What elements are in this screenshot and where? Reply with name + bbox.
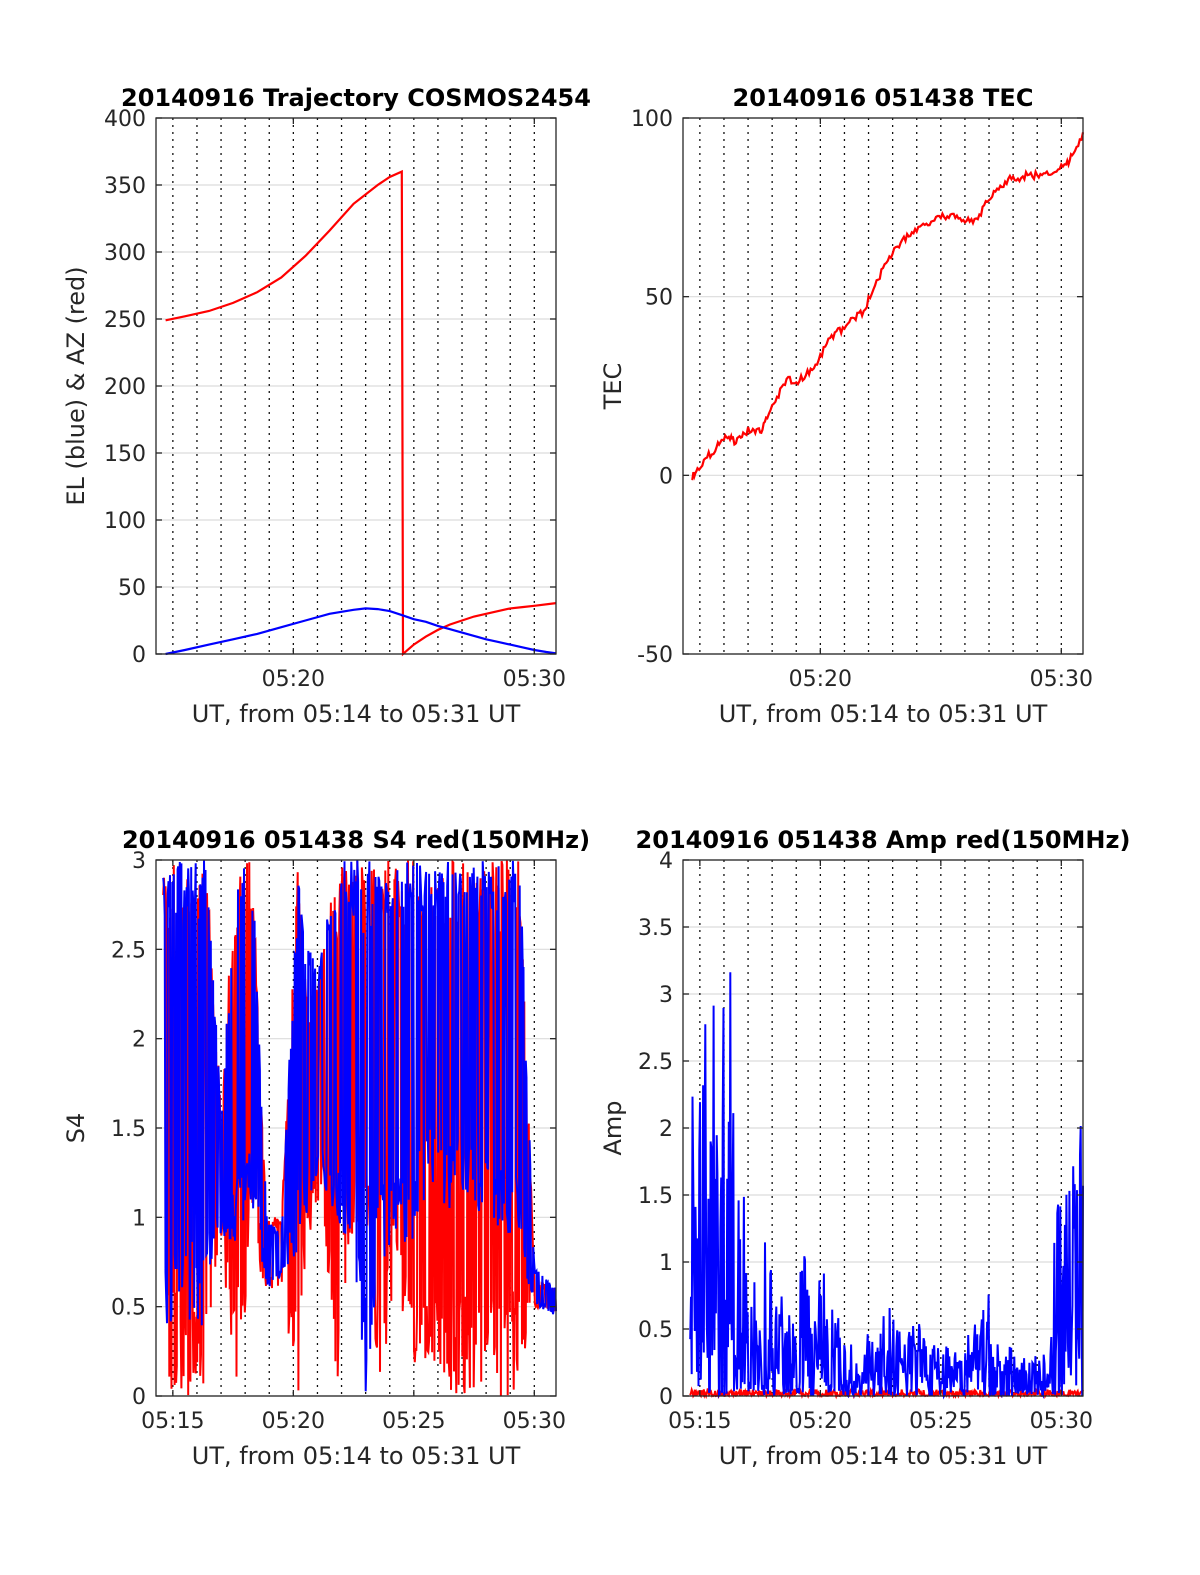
- y-tick-label: 0: [132, 1385, 146, 1410]
- y-tick-label: 1.5: [638, 1184, 673, 1209]
- red-series-line: [691, 132, 1085, 481]
- y-tick-label: 200: [104, 375, 146, 400]
- x-tick-label: 05:20: [789, 667, 852, 692]
- blue-series-line: [165, 607, 557, 656]
- x-tick-label: 05:20: [789, 1409, 852, 1434]
- trajectory-title: 20140916 Trajectory COSMOS2454: [121, 84, 591, 112]
- blue-series-line: [162, 859, 557, 1392]
- y-tick-label: 300: [104, 241, 146, 266]
- x-tick-label: 05:25: [909, 1409, 972, 1434]
- x-tick-label: 05:15: [668, 1409, 731, 1434]
- x-tick-label: 05:25: [382, 1409, 445, 1434]
- y-tick-label: 3: [132, 849, 146, 874]
- y-tick-label: 2.5: [638, 1050, 673, 1075]
- amp-panel: 0 0.5 1 1.5 2 2.5 3 3.5 4 05:15 05:20 05:25 05:30 20…: [599, 826, 1130, 1470]
- y-tick-label: 2.5: [111, 938, 146, 963]
- y-tick-label: 100: [104, 509, 146, 534]
- trajectory-xlabel: UT, from 05:14 to 05:31 UT: [192, 700, 521, 728]
- y-tick-label: 50: [118, 576, 146, 601]
- amp-ylabel: Amp: [599, 1100, 627, 1155]
- x-tick-label: 05:20: [262, 1409, 325, 1434]
- y-tick-label: 1: [659, 1251, 673, 1276]
- trajectory-ylabel: EL (blue) & AZ (red): [62, 266, 90, 505]
- tec-xlabel: UT, from 05:14 to 05:31 UT: [719, 700, 1048, 728]
- s4-title: 20140916 051438 S4 red(150MHz): [122, 826, 590, 854]
- amp-xlabel: UT, from 05:14 to 05:31 UT: [719, 1442, 1048, 1470]
- y-tick-label: 0: [132, 643, 146, 668]
- y-tick-label: 250: [104, 308, 146, 333]
- x-tick-label: 05:20: [262, 667, 325, 692]
- tec-plot-area: [683, 118, 1083, 654]
- y-tick-label: 0.5: [638, 1318, 673, 1343]
- y-tick-label: 0: [659, 464, 673, 489]
- trajectory-panel: 0 50 100 150 200 250 300 350 400 05:20 05:30 20140…: [62, 84, 591, 728]
- y-tick-label: 50: [645, 286, 673, 311]
- y-tick-label: 1.5: [111, 1117, 146, 1142]
- y-tick-label: 0.5: [111, 1296, 146, 1321]
- x-tick-label: 05:30: [1030, 667, 1093, 692]
- amp-title: 20140916 051438 Amp red(150MHz): [636, 826, 1131, 854]
- y-tick-label: 4: [659, 849, 673, 874]
- x-tick-label: 05:30: [503, 1409, 566, 1434]
- y-tick-label: 1: [132, 1206, 146, 1231]
- y-tick-label: 3: [659, 983, 673, 1008]
- y-tick-label: 2: [659, 1117, 673, 1142]
- y-tick-label: 350: [104, 174, 146, 199]
- y-tick-label: 400: [104, 107, 146, 132]
- tec-ylabel: TEC: [599, 363, 627, 411]
- x-tick-label: 05:15: [141, 1409, 204, 1434]
- s4-panel: 0 0.5 1 1.5 2 2.5 3 05:15 05:20 05:25 05:30 201409…: [62, 826, 590, 1470]
- x-tick-label: 05:30: [1030, 1409, 1093, 1434]
- axes-box: [682, 117, 1084, 655]
- y-tick-label: 0: [659, 1385, 673, 1410]
- blue-series-line: [689, 972, 1084, 1400]
- y-tick-label: 3.5: [638, 916, 673, 941]
- y-tick-label: 100: [631, 107, 673, 132]
- x-tick-label: 05:30: [503, 667, 566, 692]
- s4-xlabel: UT, from 05:14 to 05:31 UT: [192, 1442, 521, 1470]
- s4-ylabel: S4: [62, 1113, 90, 1144]
- y-tick-label: -50: [637, 643, 673, 668]
- y-tick-label: 2: [132, 1028, 146, 1053]
- y-tick-label: 150: [104, 442, 146, 467]
- tec-title: 20140916 051438 TEC: [733, 84, 1034, 112]
